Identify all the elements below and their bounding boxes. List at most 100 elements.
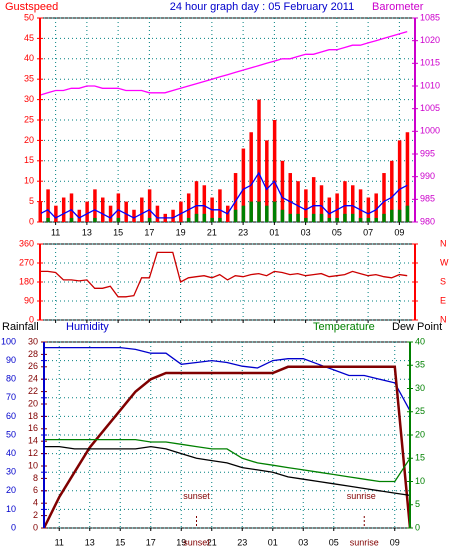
y-tick-label: 14: [28, 436, 38, 446]
bar: [405, 205, 410, 222]
sun-label: sunset: [183, 537, 210, 547]
y-tick-label: 270: [19, 257, 34, 267]
bar: [335, 193, 339, 222]
bar: [171, 209, 175, 222]
series-line: [44, 438, 411, 483]
barometer-label: Barometer: [372, 1, 424, 13]
y-tick-label: 1005: [420, 103, 440, 113]
bar: [241, 205, 246, 222]
y-tick-label: 0: [29, 314, 34, 324]
bar: [210, 217, 214, 222]
bar: [69, 193, 74, 222]
bar: [382, 213, 386, 222]
y-tick-label: 10: [24, 176, 34, 186]
y-tick-label: 70: [6, 392, 16, 402]
y-tick-label: 60: [6, 411, 16, 421]
y-tick-label: 24: [28, 374, 38, 384]
dewpoint-label: Dew Point: [392, 321, 442, 333]
y-tick-label: 1010: [420, 80, 440, 90]
bar: [194, 213, 199, 222]
bar: [257, 201, 261, 222]
x-tick-label: 19: [176, 227, 186, 237]
y-tick-label: 80: [6, 374, 16, 384]
y-tick-label: 0: [33, 522, 38, 532]
y-tick-label: 1000: [420, 126, 440, 136]
chart-title: 24 hour graph day : 05 February 2011: [170, 1, 354, 13]
y-tick-label: 15: [415, 453, 425, 463]
y-tick-label: 50: [6, 429, 16, 439]
bar: [233, 173, 238, 222]
y-tick-label: 8: [33, 473, 38, 483]
y-tick-label: 22: [28, 386, 38, 396]
y-tick-label: 20: [415, 429, 425, 439]
bar: [272, 201, 277, 222]
y-tick-label: W: [440, 257, 449, 267]
bar: [77, 209, 82, 222]
bar: [179, 201, 183, 222]
y-tick-label: 90: [24, 295, 34, 305]
bar: [280, 209, 285, 222]
x-tick-label: 09: [390, 537, 400, 547]
y-tick-label: 0: [415, 522, 420, 532]
y-tick-label: 10: [6, 504, 16, 514]
rainfall-label: Rainfall: [2, 321, 39, 333]
temperature-label: Temperature: [313, 321, 375, 333]
bar: [108, 205, 113, 222]
y-tick-label: 20: [28, 398, 38, 408]
annotation: sunset: [183, 491, 210, 501]
x-tick-label: 11: [55, 537, 64, 547]
bar: [186, 217, 191, 222]
x-tick-label: 01: [269, 227, 279, 237]
bar: [147, 217, 152, 222]
bar: [249, 132, 253, 222]
bar: [241, 148, 246, 222]
bar: [327, 197, 332, 222]
y-tick-label: 4: [33, 498, 38, 508]
x-tick-label: 15: [113, 227, 123, 237]
bar: [319, 213, 324, 222]
bar: [194, 181, 199, 222]
bar: [358, 217, 363, 222]
bar: [61, 197, 66, 222]
x-tick-label: 01: [268, 537, 278, 547]
bar: [233, 209, 238, 222]
bar: [351, 213, 355, 222]
gust-label: Gustspeed: [5, 1, 58, 13]
y-tick-label: 6: [33, 485, 38, 495]
bar: [186, 193, 191, 222]
y-tick-label: 30: [28, 336, 38, 346]
annotation: sunrise: [347, 491, 376, 501]
x-tick-label: 17: [144, 227, 154, 237]
bar: [280, 160, 285, 222]
bar: [218, 217, 222, 222]
bar: [147, 189, 152, 222]
bar: [288, 213, 292, 222]
humidity-label: Humidity: [66, 321, 109, 333]
x-tick-label: 13: [82, 227, 92, 237]
y-tick-label: 360: [19, 238, 34, 248]
x-tick-label: 23: [237, 537, 247, 547]
x-tick-label: 23: [238, 227, 248, 237]
bar: [272, 120, 277, 222]
y-tick-label: 995: [420, 148, 435, 158]
bar: [265, 205, 269, 222]
y-tick-label: 1015: [420, 58, 440, 68]
x-tick-label: 03: [298, 537, 308, 547]
y-tick-label: 40: [415, 336, 425, 346]
y-tick-label: 20: [24, 135, 34, 145]
bar: [343, 213, 347, 222]
bar: [202, 185, 207, 222]
series-line: [39, 30, 408, 96]
y-tick-label: N: [440, 314, 447, 324]
series-line: [44, 346, 411, 412]
y-tick-label: 30: [415, 383, 425, 393]
bar: [132, 209, 136, 222]
bar: [366, 217, 371, 222]
bar: [54, 205, 58, 222]
y-tick-label: 10: [28, 460, 38, 470]
x-tick-label: 05: [329, 537, 339, 547]
y-tick-label: 50: [24, 12, 34, 22]
bar: [327, 217, 332, 222]
y-tick-label: 40: [6, 448, 16, 458]
